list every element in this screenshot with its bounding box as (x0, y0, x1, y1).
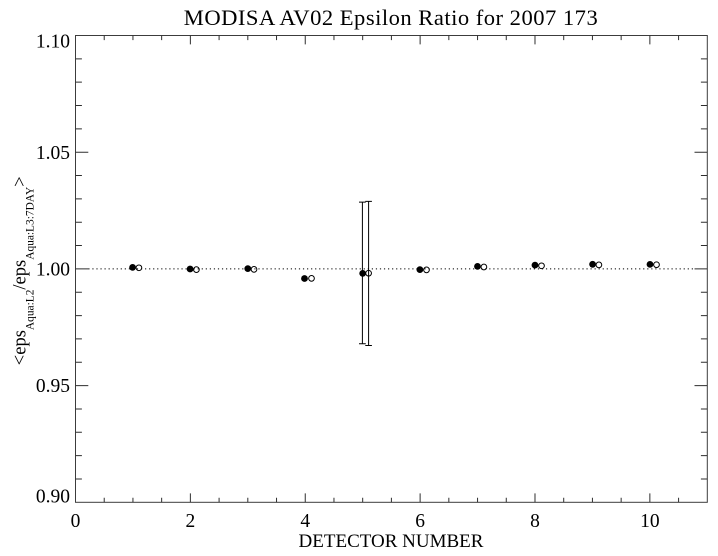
svg-text:0: 0 (71, 511, 81, 532)
svg-text:1.00: 1.00 (36, 260, 70, 281)
svg-text:<epsAqua:L2/epsAqua:L3:7DAY>: <epsAqua:L2/epsAqua:L3:7DAY> (10, 176, 36, 365)
svg-text:6: 6 (415, 511, 425, 532)
svg-text:10: 10 (640, 511, 660, 532)
svg-text:0.95: 0.95 (36, 376, 70, 397)
svg-text:MODISA AV02 Epsilon Ratio for: MODISA AV02 Epsilon Ratio for 2007 173 (184, 5, 599, 30)
svg-text:2: 2 (186, 511, 196, 532)
svg-text:DETECTOR NUMBER: DETECTOR NUMBER (299, 531, 484, 552)
svg-text:1.10: 1.10 (36, 31, 70, 52)
svg-text:0.90: 0.90 (36, 487, 70, 508)
svg-text:1.05: 1.05 (36, 143, 70, 164)
svg-text:8: 8 (530, 511, 540, 532)
svg-text:4: 4 (300, 511, 310, 532)
